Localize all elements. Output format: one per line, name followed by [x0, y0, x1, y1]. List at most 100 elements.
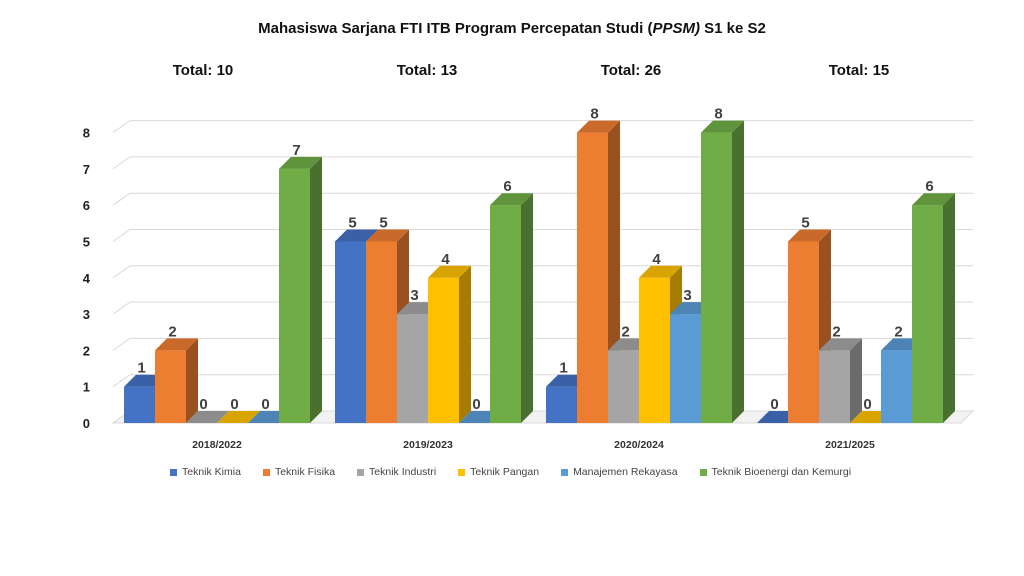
legend-swatch	[699, 468, 707, 476]
gridline-depth	[112, 229, 131, 242]
total-label-2021: Total: 15	[828, 62, 890, 79]
legend-swatch	[357, 468, 365, 476]
gridline-depth	[112, 192, 131, 206]
bar-front	[819, 350, 850, 423]
chart-title: Mahasiswa Sarjana FTI ITB Program Percep…	[0, 20, 1024, 37]
gridline-depth	[112, 374, 131, 388]
data-label: 0	[472, 396, 480, 413]
data-label: 6	[925, 178, 933, 195]
total-label-2019: Total: 13	[396, 62, 458, 79]
y-tick-label: 3	[83, 307, 90, 322]
x-tick-label: 2019/2023	[403, 439, 453, 451]
data-label: 4	[652, 251, 661, 268]
legend-item: Teknik Industri	[357, 466, 436, 478]
bar-side	[521, 193, 533, 423]
legend-label: Teknik Kimia	[182, 466, 241, 478]
bar-front	[124, 386, 155, 423]
y-tick-label: 8	[83, 126, 90, 141]
bar-side	[943, 193, 955, 423]
data-label: 6	[503, 178, 511, 195]
legend-swatch	[561, 468, 569, 476]
bar-front	[546, 386, 577, 423]
x-tick-label: 2021/2025	[825, 439, 875, 451]
bar-front	[912, 205, 943, 423]
bar-top	[819, 338, 862, 351]
data-label: 5	[379, 215, 387, 232]
bar-top	[490, 193, 533, 206]
x-tick-label: 2018/2022	[192, 439, 242, 451]
legend-label: Manajemen Rekayasa	[573, 466, 678, 478]
data-label: 5	[348, 215, 356, 232]
bar-top	[217, 411, 260, 423]
bar-top	[428, 265, 471, 278]
gridline-depth	[112, 265, 131, 279]
chart-legend: Teknik Kimia Teknik Fisika Teknik Industri…	[170, 466, 873, 478]
bar-top	[701, 120, 744, 133]
chart-title-italic: PPSM)	[652, 20, 700, 37]
legend-item: Teknik Fisika	[262, 466, 336, 478]
bar-front	[490, 205, 521, 423]
bar-front	[577, 132, 608, 423]
legend-item: Manajemen Rekayasa	[561, 466, 678, 478]
bar-front	[335, 241, 366, 423]
bar-side	[850, 338, 862, 423]
bar-top	[912, 193, 955, 206]
bar-front	[397, 314, 428, 423]
data-label: 2	[621, 323, 629, 340]
bar-side	[459, 265, 471, 423]
y-tick-label: 1	[83, 380, 90, 395]
legend-item: Teknik Bioenergi dan Kemurgi	[699, 466, 852, 478]
bar-side	[186, 338, 198, 423]
data-label: 8	[714, 106, 722, 123]
legend-label: Teknik Fisika	[274, 466, 336, 478]
y-tick-label: 0	[83, 416, 90, 431]
bar-front	[639, 277, 670, 423]
bar-top	[155, 338, 198, 351]
legend-label: Teknik Bioenergi dan Kemurgi	[711, 466, 852, 478]
chart-title-suffix: S1 ke S2	[699, 20, 766, 37]
bar-front	[788, 241, 819, 423]
data-label: 1	[137, 360, 145, 377]
gridline-depth	[112, 120, 131, 134]
bar-top	[335, 229, 378, 242]
data-label: 0	[770, 396, 778, 413]
bar-top	[788, 229, 831, 242]
bar-side	[732, 120, 744, 423]
y-tick-label: 2	[83, 343, 90, 358]
bar-front	[670, 314, 701, 423]
data-label: 5	[801, 215, 809, 232]
y-tick-label: 7	[83, 162, 90, 177]
data-label: 3	[410, 287, 418, 304]
total-label-2018: Total: 10	[172, 62, 234, 79]
y-tick-label: 5	[83, 235, 90, 250]
legend-swatch	[170, 468, 177, 476]
legend-swatch	[458, 468, 466, 476]
bar-front	[608, 350, 639, 423]
data-label: 2	[894, 323, 902, 340]
y-tick-label: 6	[83, 198, 90, 213]
data-label: 7	[292, 142, 300, 159]
legend-item: Teknik Pangan	[458, 466, 539, 478]
data-label: 3	[683, 287, 691, 304]
bar-top	[186, 411, 229, 423]
data-label: 1	[559, 360, 567, 377]
chart-title-text: Mahasiswa Sarjana FTI ITB Program Percep…	[258, 20, 653, 37]
bar-front	[279, 168, 310, 423]
bar-top	[639, 265, 682, 278]
gridline-depth	[112, 301, 131, 315]
total-label-2020: Total: 26	[600, 62, 662, 79]
bar-top	[279, 156, 322, 169]
legend-label: Teknik Pangan	[470, 466, 540, 478]
bar-front	[366, 241, 397, 423]
bar-front	[428, 277, 459, 423]
bar-front	[701, 132, 732, 423]
legend-item: Teknik Kimia	[170, 466, 241, 478]
bar-top	[577, 120, 620, 133]
legend-label: Teknik Industri	[369, 466, 437, 478]
data-label: 0	[261, 396, 269, 413]
bar-front	[881, 350, 912, 423]
y-tick-label: 4	[83, 271, 91, 286]
data-label: 0	[230, 396, 238, 413]
bar-side	[310, 156, 322, 423]
